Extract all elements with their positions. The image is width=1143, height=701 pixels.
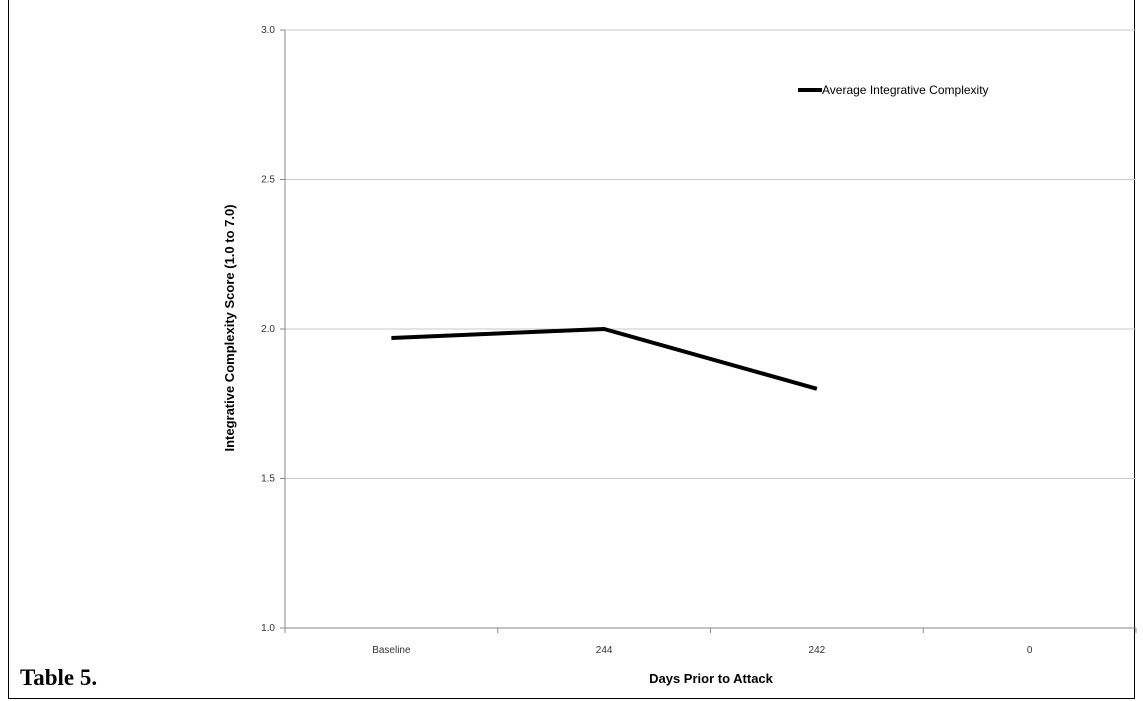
x-tick-label: Baseline	[372, 645, 411, 656]
y-axis-title: Integrative Complexity Score (1.0 to 7.0…	[222, 204, 237, 451]
axes	[280, 29, 1137, 633]
y-tick-label: 1.5	[261, 474, 275, 485]
y-tick-label: 2.0	[261, 324, 275, 335]
x-tick-label: 242	[809, 645, 826, 656]
table-caption: Table 5.	[20, 665, 98, 690]
x-axis-title: Days Prior to Attack	[649, 671, 774, 686]
tick-labels: 1.0 1.5 2.0 2.5 3.0 Baseline 244 242 0	[261, 25, 1033, 656]
series-lines	[391, 327, 818, 391]
figure-frame	[8, 0, 1135, 699]
x-tick-label: 0	[1027, 645, 1033, 656]
legend: Average Integrative Complexity	[798, 83, 989, 97]
y-tick-label: 2.5	[261, 175, 275, 186]
y-tick-label: 1.0	[261, 623, 275, 634]
y-tick-label: 3.0	[261, 25, 275, 36]
legend-label: Average Integrative Complexity	[822, 83, 989, 97]
gridlines	[285, 29, 1136, 479]
series-line	[391, 327, 818, 391]
x-tick-label: 244	[596, 645, 613, 656]
